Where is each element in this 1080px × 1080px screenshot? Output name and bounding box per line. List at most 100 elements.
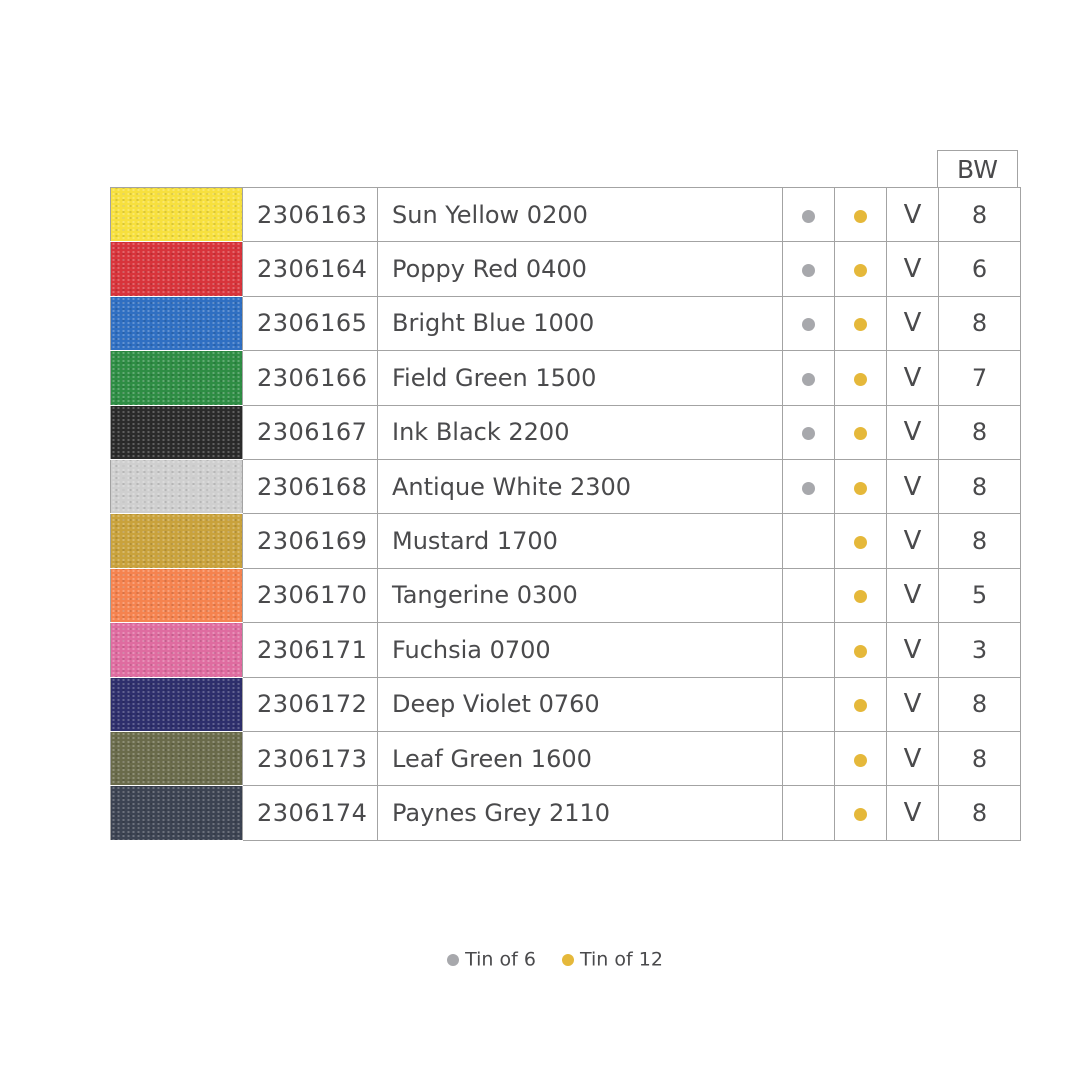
table-row: 2306174 Paynes Grey 2110 V 8 xyxy=(110,785,1021,841)
color-swatch xyxy=(110,186,243,243)
tin-of-6-cell xyxy=(782,730,835,787)
bw-value: 8 xyxy=(938,458,1021,515)
product-code: 2306166 xyxy=(242,350,378,406)
swatch-texture xyxy=(111,188,242,242)
tin-of-12-dot-icon xyxy=(562,953,574,966)
table-row: 2306167 Ink Black 2200 V 8 xyxy=(110,404,1021,460)
tin-of-6-dot-icon xyxy=(802,481,815,495)
bw-value: 8 xyxy=(938,404,1021,460)
tin-of-6-cell xyxy=(782,458,835,515)
swatch-texture xyxy=(111,786,242,840)
tin-of-12-cell xyxy=(834,622,887,678)
tin-of-12-cell xyxy=(834,458,887,515)
tin-of-12-dot-icon xyxy=(854,644,867,658)
color-name: Poppy Red 0400 xyxy=(377,241,783,297)
bw-value: 5 xyxy=(938,567,1021,624)
color-swatch xyxy=(110,676,243,732)
v-cell: V xyxy=(886,622,939,678)
table-row: 2306164 Poppy Red 0400 V 6 xyxy=(110,241,1021,297)
tin-of-6-cell xyxy=(782,186,835,243)
tin-of-6-cell xyxy=(782,567,835,624)
tin-of-12-dot-icon xyxy=(854,807,867,821)
table-row: 2306168 Antique White 2300 V 8 xyxy=(110,458,1021,515)
v-cell: V xyxy=(886,404,939,460)
color-name: Bright Blue 1000 xyxy=(377,295,783,352)
table-row: 2306169 Mustard 1700 V 8 xyxy=(110,513,1021,569)
color-name: Fuchsia 0700 xyxy=(377,622,783,678)
swatch-texture xyxy=(111,296,242,351)
tin-of-6-dot-icon xyxy=(802,264,815,278)
tin-of-6-dot-icon xyxy=(802,209,815,223)
tin-of-12-dot-icon xyxy=(854,427,867,441)
tin-of-6-cell xyxy=(782,785,835,841)
color-swatch xyxy=(110,295,243,352)
tin-of-12-dot-icon xyxy=(854,264,867,278)
legend-tin-6: Tin of 6 xyxy=(465,948,536,971)
color-name: Ink Black 2200 xyxy=(377,404,783,460)
product-code: 2306172 xyxy=(242,676,378,732)
tin-of-12-cell xyxy=(834,350,887,406)
v-cell: V xyxy=(886,676,939,732)
product-code: 2306173 xyxy=(242,730,378,787)
color-name: Field Green 1500 xyxy=(377,350,783,406)
tin-of-6-cell xyxy=(782,676,835,732)
v-cell: V xyxy=(886,295,939,352)
color-swatch xyxy=(110,404,243,460)
bw-column-header: BW xyxy=(937,150,1018,187)
bw-value: 8 xyxy=(938,676,1021,732)
v-cell: V xyxy=(886,785,939,841)
bw-value: 8 xyxy=(938,186,1021,243)
color-swatch xyxy=(110,241,243,297)
color-swatch xyxy=(110,350,243,406)
v-cell: V xyxy=(886,730,939,787)
color-name: Leaf Green 1600 xyxy=(377,730,783,787)
v-cell: V xyxy=(886,513,939,569)
product-code: 2306167 xyxy=(242,404,378,460)
product-code: 2306165 xyxy=(242,295,378,352)
product-code: 2306164 xyxy=(242,241,378,297)
table-row: 2306171 Fuchsia 0700 V 3 xyxy=(110,622,1021,678)
swatch-texture xyxy=(111,405,242,459)
color-name: Antique White 2300 xyxy=(377,458,783,515)
tin-of-6-cell xyxy=(782,513,835,569)
table-row: 2306163 Sun Yellow 0200 V 8 xyxy=(110,186,1021,243)
bw-value: 6 xyxy=(938,241,1021,297)
tin-of-6-dot-icon xyxy=(447,953,460,966)
swatch-texture xyxy=(111,351,242,405)
bw-value: 8 xyxy=(938,513,1021,569)
tin-of-12-dot-icon xyxy=(854,753,867,767)
tin-of-12-cell xyxy=(834,513,887,569)
legend: Tin of 6 Tin of 12 xyxy=(0,948,1080,971)
tin-of-12-dot-icon xyxy=(854,209,867,223)
bw-value: 7 xyxy=(938,350,1021,406)
product-code: 2306171 xyxy=(242,622,378,678)
color-swatch xyxy=(110,458,243,515)
product-code: 2306168 xyxy=(242,458,378,515)
table-row: 2306166 Field Green 1500 V 7 xyxy=(110,350,1021,406)
bw-value: 8 xyxy=(938,730,1021,787)
swatch-texture xyxy=(111,623,242,677)
bw-value: 3 xyxy=(938,622,1021,678)
tin-of-6-cell xyxy=(782,404,835,460)
table-row: 2306173 Leaf Green 1600 V 8 xyxy=(110,730,1021,787)
tin-of-6-dot-icon xyxy=(802,318,815,332)
tin-of-12-dot-icon xyxy=(854,590,867,604)
v-cell: V xyxy=(886,458,939,515)
v-cell: V xyxy=(886,186,939,243)
tin-of-12-dot-icon xyxy=(854,481,867,495)
tin-of-12-cell xyxy=(834,186,887,243)
color-name: Tangerine 0300 xyxy=(377,567,783,624)
tin-of-12-dot-icon xyxy=(854,536,867,550)
swatch-texture xyxy=(111,677,242,731)
tin-of-12-dot-icon xyxy=(854,318,867,332)
swatch-texture xyxy=(111,514,242,568)
table-row: 2306170 Tangerine 0300 V 5 xyxy=(110,567,1021,624)
tin-of-12-dot-icon xyxy=(854,372,867,386)
tin-of-12-cell xyxy=(834,241,887,297)
color-name: Paynes Grey 2110 xyxy=(377,785,783,841)
product-code: 2306174 xyxy=(242,785,378,841)
color-swatch xyxy=(110,785,243,841)
tin-of-6-cell xyxy=(782,241,835,297)
swatch-texture xyxy=(111,568,242,623)
v-cell: V xyxy=(886,241,939,297)
